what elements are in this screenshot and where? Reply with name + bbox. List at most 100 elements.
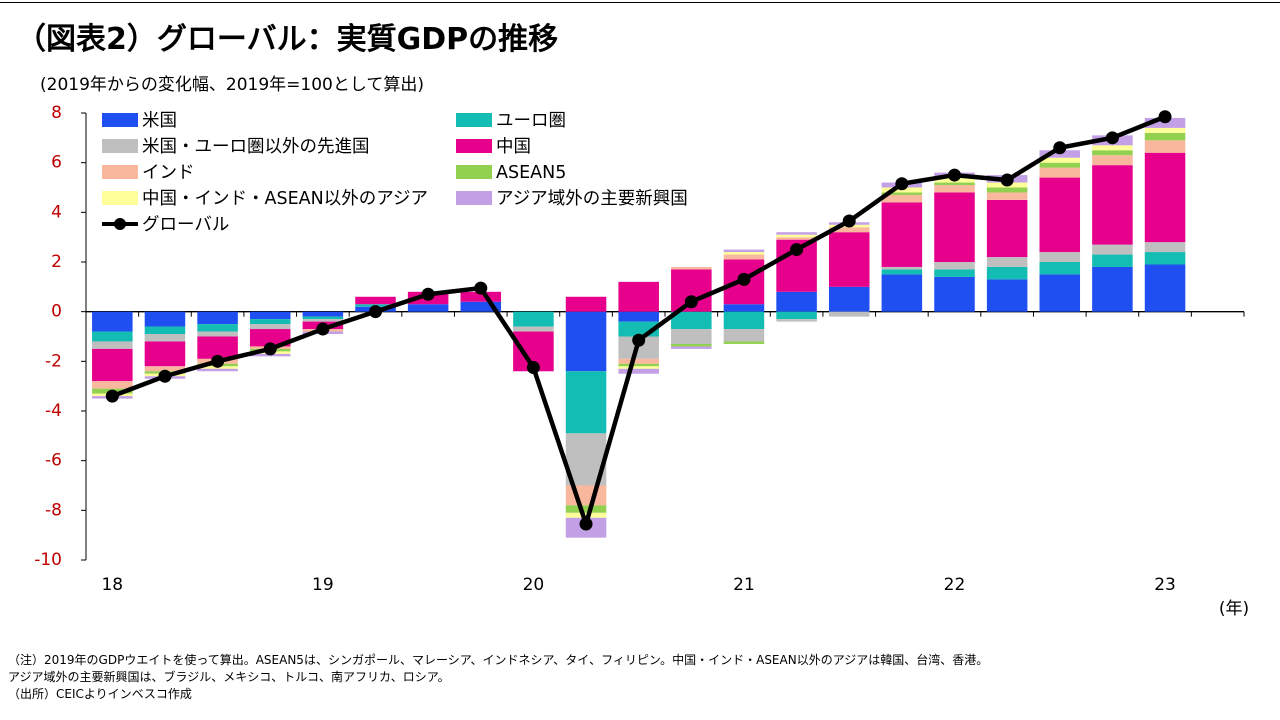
- legend-label: 中国: [496, 137, 531, 157]
- global-point-4: [316, 322, 330, 336]
- global-point-17: [1000, 173, 1014, 187]
- bar-2-11: [671, 329, 712, 344]
- bar-1-19: [1092, 254, 1133, 267]
- bar-3-0: [92, 348, 133, 382]
- global-point-20: [1158, 110, 1172, 124]
- bar-2-18: [1039, 252, 1081, 262]
- bar-1-13: [776, 311, 817, 320]
- bar-6-19: [1092, 145, 1133, 151]
- bars-layer: [92, 117, 1186, 538]
- bar-3-10: [618, 281, 659, 312]
- x-tick-label: 23: [1154, 575, 1176, 595]
- bar-6-9: [565, 512, 607, 518]
- bar-3-5: [355, 296, 396, 305]
- global-point-3: [263, 342, 277, 356]
- legend-swatch-0-3: [102, 191, 138, 205]
- bar-5-9: [565, 505, 607, 513]
- bar-0-13: [776, 291, 817, 312]
- bar-0-9: [565, 311, 607, 372]
- bar-4-15: [881, 194, 923, 203]
- chart-title: （図表2）グローバル：実質GDPの推移: [16, 22, 559, 57]
- legend-swatch-0-2: [102, 165, 138, 179]
- bar-2-19: [1092, 244, 1133, 255]
- bar-2-12: [723, 329, 765, 342]
- bar-5-17: [986, 187, 1028, 193]
- legend-swatch-0-0: [102, 113, 138, 127]
- legend-label: 米国・ユーロ圏以外の先進国: [142, 137, 370, 157]
- bar-6-12: [723, 252, 765, 255]
- y-tick-label: 4: [51, 202, 62, 222]
- bar-3-14: [828, 232, 870, 287]
- bar-2-16: [934, 262, 975, 270]
- bar-2-13: [776, 319, 817, 322]
- bar-1-17: [986, 266, 1028, 280]
- bar-4-12: [723, 254, 765, 260]
- bar-5-11: [671, 343, 712, 347]
- bar-1-4: [302, 316, 344, 320]
- bar-1-11: [671, 311, 712, 330]
- y-tick-label: -10: [34, 550, 62, 570]
- bar-4-11: [671, 266, 712, 270]
- global-point-18: [1053, 141, 1067, 155]
- bar-1-9: [565, 371, 607, 434]
- bar-6-10: [618, 366, 659, 369]
- bar-5-12: [723, 341, 765, 344]
- bar-6-20: [1144, 127, 1186, 133]
- bar-4-1: [144, 366, 186, 372]
- x-tick-label: 19: [312, 575, 334, 595]
- legend-label: 米国: [142, 111, 177, 131]
- bar-0-0: [92, 311, 133, 332]
- bar-4-13: [776, 237, 817, 240]
- bar-1-20: [1144, 252, 1186, 265]
- bar-5-15: [881, 192, 923, 195]
- bar-2-8: [513, 326, 554, 332]
- bar-1-2: [197, 324, 238, 332]
- bar-3-16: [934, 192, 975, 262]
- bar-0-16: [934, 276, 975, 312]
- bar-3-9: [565, 296, 607, 312]
- bar-2-20: [1144, 242, 1186, 253]
- bar-2-4: [302, 319, 344, 322]
- bar-2-15: [881, 266, 923, 270]
- y-tick-label: -8: [45, 500, 62, 520]
- bar-0-12: [723, 304, 765, 312]
- y-tick-label: -4: [45, 401, 62, 421]
- bar-6-18: [1039, 157, 1081, 163]
- legend-swatch-0-1: [102, 139, 138, 153]
- legend-label: ユーロ圏: [496, 111, 566, 131]
- bar-5-18: [1039, 162, 1081, 168]
- bar-2-2: [197, 331, 238, 337]
- y-tick-label: -2: [45, 351, 62, 371]
- bar-0-20: [1144, 264, 1186, 312]
- bar-3-20: [1144, 152, 1186, 243]
- legend-swatch-marker: [114, 218, 126, 230]
- bar-0-2: [197, 311, 238, 325]
- bar-3-7: [460, 291, 502, 302]
- bar-2-0: [92, 341, 133, 349]
- legend-label: 中国・インド・ASEAN以外のアジア: [142, 189, 428, 209]
- global-point-2: [211, 354, 225, 368]
- bar-0-10: [618, 311, 659, 322]
- bar-5-16: [934, 182, 975, 186]
- bar-4-14: [828, 227, 870, 233]
- bar-1-16: [934, 269, 975, 277]
- bar-0-18: [1039, 274, 1081, 312]
- bar-0-1: [144, 311, 186, 327]
- legend: 米国米国・ユーロ圏以外の先進国インド中国・インド・ASEAN以外のアジアグローバ…: [102, 111, 688, 235]
- bar-3-15: [881, 202, 923, 267]
- note-line-1: （注）2019年のGDPウエイトを使って算出。ASEAN5は、シンガポール、マレ…: [8, 653, 989, 667]
- bar-0-3: [249, 311, 291, 320]
- bar-3-19: [1092, 165, 1133, 245]
- bar-7-13: [776, 232, 817, 235]
- bar-6-13: [776, 234, 817, 238]
- bar-4-20: [1144, 140, 1186, 153]
- bar-3-3: [249, 329, 291, 347]
- bar-1-15: [881, 269, 923, 275]
- bar-1-1: [144, 326, 186, 335]
- bar-4-18: [1039, 167, 1081, 178]
- global-point-19: [1105, 131, 1119, 145]
- bar-0-7: [460, 301, 502, 312]
- bar-2-1: [144, 334, 186, 342]
- bar-7-12: [723, 249, 765, 253]
